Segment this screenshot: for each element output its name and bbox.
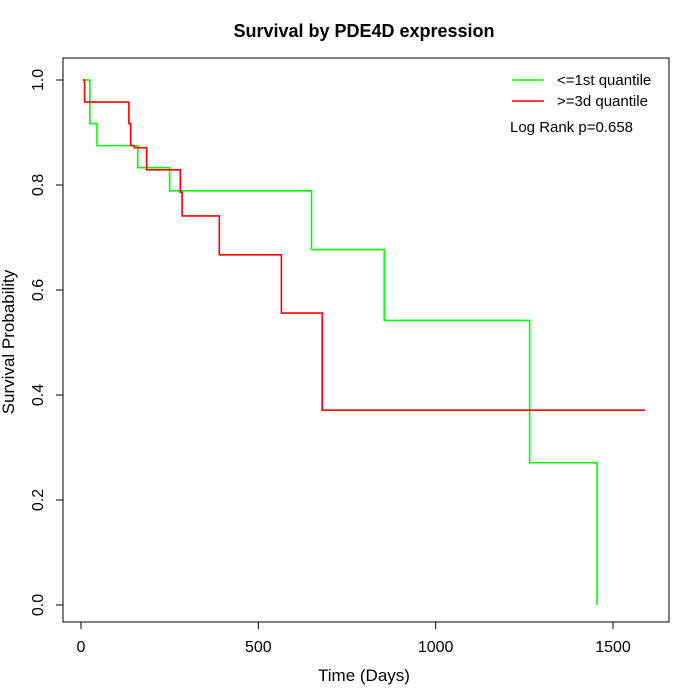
y-tick-label: 0.0: [30, 594, 47, 616]
log-rank-annotation: Log Rank p=0.658: [510, 119, 633, 136]
x-tick-label: 1000: [418, 639, 454, 656]
x-tick-label: 500: [245, 639, 272, 656]
x-axis-label: Time (Days): [318, 666, 410, 685]
series-line-2: [82, 79, 645, 412]
y-tick-label: 0.6: [30, 279, 47, 301]
plot-frame: [62, 57, 670, 623]
survival-curves: [82, 79, 645, 605]
legend-label-1: <=1st quantile: [557, 72, 651, 89]
series-line-1: [82, 79, 598, 605]
x-tick-label: 0: [77, 639, 86, 656]
y-axis-label: Survival Probability: [0, 269, 18, 414]
x-tick-label: 1500: [595, 639, 631, 656]
y-axis: 0.0 0.2 0.4 0.6 0.8 1.0: [30, 69, 64, 616]
y-tick-label: 1.0: [30, 69, 47, 91]
legend: <=1st quantile >=3d quantile: [512, 72, 651, 110]
chart-title: Survival by PDE4D expression: [233, 21, 494, 41]
legend-label-2: >=3d quantile: [557, 93, 648, 110]
x-axis: 0 500 1000 1500: [77, 621, 631, 656]
y-tick-label: 0.2: [30, 489, 47, 511]
y-tick-label: 0.8: [30, 174, 47, 196]
y-tick-label: 0.4: [30, 384, 47, 406]
